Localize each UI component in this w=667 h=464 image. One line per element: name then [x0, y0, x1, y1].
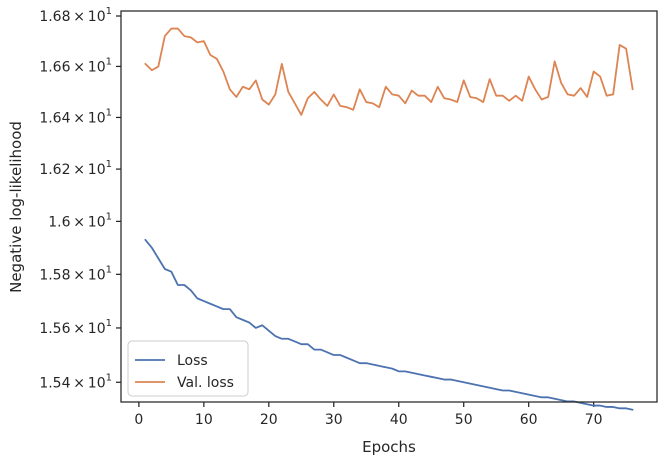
x-tick-label: 30 [325, 412, 343, 428]
x-tick-label: 70 [585, 412, 603, 428]
x-axis-label: Epochs [362, 438, 416, 456]
y-tick-label: 1.6 × 101 [48, 211, 112, 230]
y-tick-label: 1.68 × 101 [39, 6, 112, 25]
y-tick-label: 1.54 × 101 [39, 372, 112, 391]
legend-label-loss: Loss [177, 353, 208, 369]
y-tick-label: 1.62 × 101 [39, 159, 112, 178]
x-tick-label: 10 [195, 412, 213, 428]
y-axis-label: Negative log-likelihood [7, 121, 25, 293]
y-axis: 1.54 × 101 1.56 × 101 1.58 × 101 1.6 × 101 1… [39, 6, 121, 391]
x-tick-label: 40 [390, 412, 408, 428]
x-tick-label: 0 [134, 412, 143, 428]
series-lines [144, 27, 634, 411]
legend-label-val-loss: Val. loss [177, 375, 234, 391]
series-line-loss [144, 238, 634, 411]
y-tick-label: 1.58 × 101 [39, 264, 112, 283]
x-tick-label: 50 [455, 412, 473, 428]
y-tick-label: 1.64 × 101 [39, 107, 112, 126]
x-tick-label: 20 [260, 412, 278, 428]
plot-area [121, 11, 657, 402]
x-tick-label: 60 [520, 412, 538, 428]
y-tick-label: 1.66 × 101 [39, 56, 112, 75]
plot-frame [120, 10, 658, 403]
y-tick-label: 1.56 × 101 [39, 318, 112, 337]
legend: Loss Val. loss [127, 340, 249, 397]
series-line-val-loss [144, 27, 634, 116]
x-axis: 0 10 20 30 40 50 60 70 [134, 402, 603, 428]
